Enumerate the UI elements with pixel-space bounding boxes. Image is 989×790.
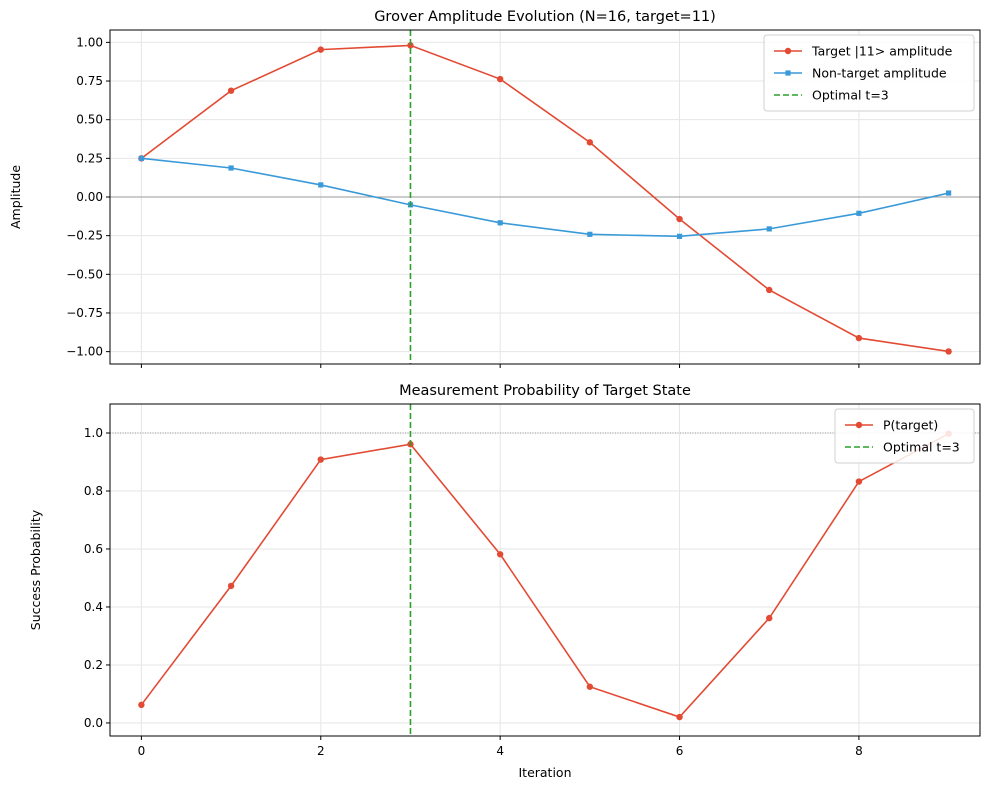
data-point <box>855 478 863 485</box>
y-tick-label: 0.00 <box>76 190 103 204</box>
data-point <box>766 226 772 232</box>
y-tick-label: 0.8 <box>84 484 103 498</box>
legend-label: Non-target amplitude <box>812 66 947 81</box>
y-tick-label: 0.50 <box>76 113 103 127</box>
y-tick-label: 0.0 <box>84 716 103 730</box>
y-axis-label: Amplitude <box>8 165 23 229</box>
y-tick-label: 0.4 <box>84 600 103 614</box>
x-tick-label: 0 <box>138 744 146 758</box>
legend-box <box>763 34 975 112</box>
data-point <box>407 42 414 49</box>
data-point <box>676 215 683 223</box>
data-point <box>496 75 504 83</box>
legend: Target |11> amplitude Non-target amplitud… <box>763 34 975 112</box>
legend-label: Optimal t=3 <box>812 88 889 103</box>
data-point <box>766 286 773 294</box>
data-point <box>855 334 863 342</box>
y-tick-label: −0.75 <box>66 306 103 320</box>
legend-label: Target |11> amplitude <box>811 44 953 59</box>
legend-label: P(target) <box>883 418 938 433</box>
series-line <box>140 44 949 353</box>
y-tick-label: −0.25 <box>66 229 103 243</box>
data-point <box>497 220 503 226</box>
legend-marker <box>855 421 863 429</box>
y-axis-label: Success Probability <box>28 509 43 630</box>
x-tick-label: 8 <box>855 744 863 758</box>
y-tick-label: 1.0 <box>84 426 103 440</box>
axes-frame <box>109 403 981 737</box>
probability-chart: 0.0 0.2 0.4 0.6 0.8 1.0 0 2 4 6 8 Measurement Proba… <box>28 383 981 780</box>
data-point <box>587 231 593 237</box>
x-tick-label: 2 <box>317 744 325 758</box>
chart-title: Measurement Probability of Target State <box>399 383 691 399</box>
data-point <box>856 210 862 216</box>
legend: P(target) Optimal t=3 <box>834 408 975 464</box>
series-line <box>141 157 949 238</box>
data-point <box>138 155 144 161</box>
x-axis-label: Iteration <box>518 765 571 780</box>
data-point <box>317 46 324 53</box>
data-point <box>945 348 952 355</box>
x-tick-label: 4 <box>496 744 504 758</box>
legend-box <box>834 408 975 464</box>
y-tick-label: 0.6 <box>84 542 103 556</box>
x-tick-label: 6 <box>676 744 684 758</box>
y-tick-label: −0.50 <box>66 267 103 281</box>
y-tick-label: 0.75 <box>76 74 103 88</box>
data-point <box>676 713 683 721</box>
data-point <box>317 456 324 463</box>
data-point <box>586 683 594 690</box>
data-point <box>586 139 594 146</box>
data-point <box>227 87 235 94</box>
legend-label: Optimal t=3 <box>883 440 960 455</box>
data-point <box>676 233 683 239</box>
data-point <box>227 582 235 590</box>
data-point <box>946 190 952 196</box>
y-tick-label: −1.00 <box>66 345 103 359</box>
y-tick-label: 1.00 <box>76 35 103 49</box>
y-tick-label: 0.2 <box>84 658 103 672</box>
legend-marker <box>785 70 791 76</box>
series-line <box>140 432 949 718</box>
data-point <box>766 614 773 622</box>
data-point <box>318 182 324 188</box>
data-point <box>496 551 504 558</box>
data-point <box>138 701 145 709</box>
chart-title: Grover Amplitude Evolution (N=16, target… <box>374 9 716 25</box>
data-point <box>228 165 234 171</box>
legend-marker <box>784 47 792 55</box>
amplitude-chart: 1.00 0.75 0.50 0.25 0.00 −0.25 −0.50 −0.75 −1.00… <box>8 9 981 368</box>
y-tick-label: 0.25 <box>76 151 103 165</box>
